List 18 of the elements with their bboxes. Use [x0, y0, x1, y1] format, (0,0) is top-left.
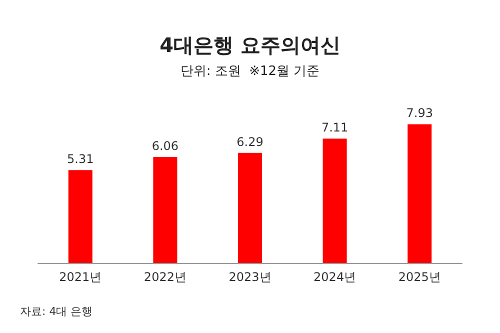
data-label: 7.93: [406, 106, 433, 120]
bar: [68, 170, 92, 263]
text: 자료: 4대 은행: [20, 305, 93, 318]
chart-subtitle: 단위: 조원 ※12월 기준: [180, 64, 320, 79]
x-tick-label: 2021년: [59, 270, 102, 284]
x-tick-label: 2023년: [228, 270, 272, 284]
bar: [408, 124, 432, 263]
bar: [238, 152, 262, 263]
x-tick-label: 2022년: [144, 270, 186, 284]
chart-title: 4대은행 요주의여신: [160, 33, 340, 57]
data-label: 5.31: [67, 152, 94, 166]
bar: [153, 156, 178, 263]
data-label: 7.11: [321, 120, 348, 135]
x-tick-label: 2024년: [314, 270, 356, 284]
bar: [322, 138, 347, 263]
data-label: 6.29: [236, 134, 264, 149]
data-label: 6.06: [152, 138, 179, 153]
x-tick-label: 2025년: [398, 270, 441, 284]
